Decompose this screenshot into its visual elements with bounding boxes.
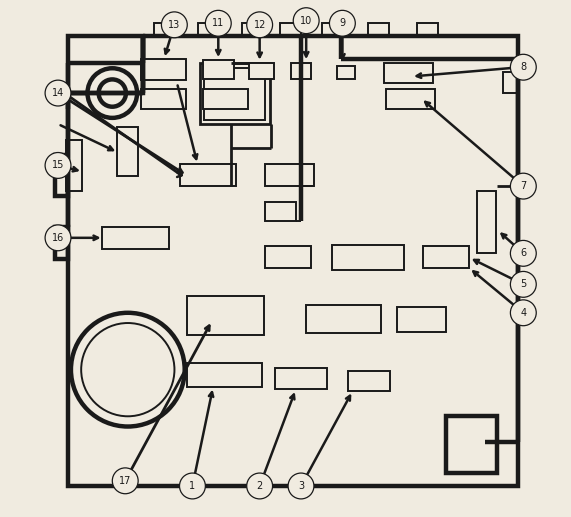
Bar [250,63,274,79]
Text: 16: 16 [52,233,64,243]
Circle shape [112,468,138,494]
Bar [368,23,389,36]
Circle shape [293,8,319,34]
Bar [102,227,169,249]
Bar [446,416,497,473]
Text: 6: 6 [520,248,526,258]
Circle shape [45,80,71,106]
Text: 13: 13 [168,20,180,30]
Bar [198,23,223,36]
Circle shape [247,12,272,38]
Bar [291,63,311,79]
Bar [332,245,404,270]
Text: 1: 1 [190,481,195,491]
Text: 10: 10 [300,16,312,26]
Bar [423,246,469,268]
Bar [187,363,262,387]
Bar [140,89,186,109]
Circle shape [510,271,536,297]
Bar [446,416,497,473]
Circle shape [81,323,175,416]
Circle shape [179,473,206,499]
Text: 14: 14 [52,88,64,98]
Bar [502,72,518,93]
Bar [265,202,296,221]
Bar [477,191,496,253]
Bar [55,155,69,196]
Text: 15: 15 [52,160,64,171]
Bar [154,23,177,36]
Text: 12: 12 [254,20,266,30]
Bar [397,307,446,332]
Text: 4: 4 [520,308,526,318]
Bar [69,36,143,93]
Bar [242,23,265,36]
Bar [55,227,69,258]
Circle shape [99,80,126,107]
Text: 9: 9 [339,18,345,28]
Bar [280,23,301,36]
Bar [200,63,270,124]
Text: 7: 7 [520,181,526,191]
Circle shape [45,153,71,178]
Bar [321,23,343,36]
Bar [187,296,264,335]
Bar [265,164,314,186]
Circle shape [510,173,536,199]
Circle shape [510,54,536,80]
Text: 8: 8 [520,62,526,72]
Circle shape [162,12,187,38]
Text: 17: 17 [119,476,131,486]
Bar [275,368,327,389]
Bar [337,66,355,79]
Circle shape [510,300,536,326]
Bar [118,127,138,176]
Bar [140,59,186,80]
Circle shape [87,68,137,118]
Bar [348,371,390,391]
Circle shape [45,225,71,251]
Circle shape [329,10,355,36]
Bar [387,89,436,109]
Bar [204,68,266,120]
Bar [66,140,82,191]
Circle shape [288,473,314,499]
Circle shape [510,240,536,266]
Text: 11: 11 [212,18,224,28]
Circle shape [460,433,478,451]
Bar [306,305,381,333]
Bar [384,63,433,83]
Bar [203,60,234,79]
Circle shape [247,473,272,499]
Bar [265,246,311,268]
Bar [417,23,438,36]
Bar [179,164,236,186]
Circle shape [453,427,485,458]
Circle shape [206,10,231,36]
Text: 2: 2 [256,481,263,491]
Circle shape [71,313,184,427]
Text: 5: 5 [520,279,526,290]
Text: 3: 3 [298,481,304,491]
Bar [203,89,248,109]
